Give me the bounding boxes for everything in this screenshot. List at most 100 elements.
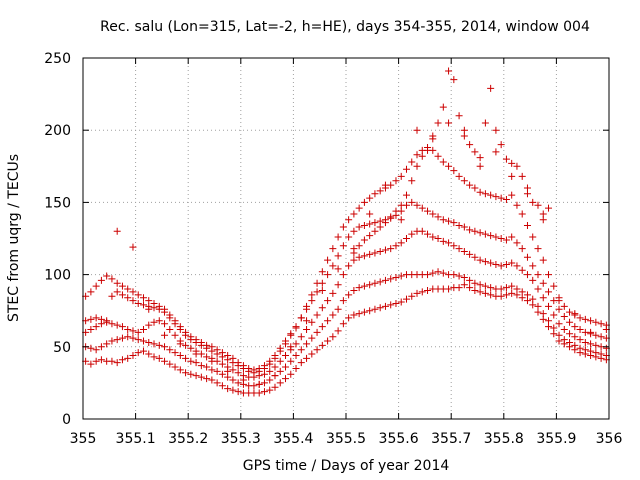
- data-point: [534, 245, 542, 253]
- data-point: [203, 363, 211, 371]
- data-point: [497, 194, 505, 202]
- data-point: [155, 317, 163, 325]
- data-point: [166, 346, 174, 354]
- data-point: [329, 311, 337, 319]
- data-point: [139, 325, 147, 333]
- data-point: [139, 301, 147, 309]
- data-point: [282, 340, 290, 348]
- data-point: [292, 364, 300, 372]
- data-point: [366, 232, 374, 240]
- data-point: [108, 292, 116, 300]
- data-point: [560, 312, 568, 320]
- data-point: [282, 351, 290, 359]
- data-point: [276, 347, 284, 355]
- data-point: [103, 272, 111, 280]
- data-point: [218, 382, 226, 390]
- data-point: [239, 376, 247, 384]
- data-point: [429, 210, 437, 218]
- data-point: [250, 382, 258, 390]
- data-point: [397, 239, 405, 247]
- data-point: [476, 188, 484, 196]
- data-point: [502, 291, 510, 299]
- y-tick-label: 200: [44, 123, 71, 139]
- x-tick-label: 355.6: [379, 431, 419, 447]
- data-point: [397, 298, 405, 306]
- data-point: [487, 191, 495, 199]
- data-point: [429, 233, 437, 241]
- data-point: [292, 324, 300, 332]
- data-point: [318, 304, 326, 312]
- data-point: [529, 233, 537, 241]
- data-point: [229, 376, 237, 384]
- data-point: [529, 295, 537, 303]
- data-point: [350, 311, 358, 319]
- x-tick-label: 355.3: [221, 431, 261, 447]
- data-point: [560, 302, 568, 310]
- data-point: [560, 325, 568, 333]
- data-point: [513, 162, 521, 170]
- data-point: [308, 291, 316, 299]
- data-point: [397, 201, 405, 209]
- data-point: [502, 196, 510, 204]
- data-point: [313, 346, 321, 354]
- data-point: [418, 204, 426, 212]
- data-point: [381, 246, 389, 254]
- data-point: [287, 331, 295, 339]
- data-point: [513, 285, 521, 293]
- data-point: [397, 272, 405, 280]
- data-point: [324, 271, 332, 279]
- data-point: [550, 324, 558, 332]
- data-point: [313, 311, 321, 319]
- data-point: [434, 213, 442, 221]
- data-point: [529, 262, 537, 270]
- data-point: [360, 308, 368, 316]
- data-point: [581, 346, 589, 354]
- data-point: [550, 282, 558, 290]
- data-point: [502, 260, 510, 268]
- data-point: [439, 158, 447, 166]
- data-point: [339, 297, 347, 305]
- data-point: [360, 252, 368, 260]
- data-point: [134, 328, 142, 336]
- data-point: [292, 351, 300, 359]
- data-point: [555, 305, 563, 313]
- data-point: [497, 292, 505, 300]
- data-point: [545, 271, 553, 279]
- data-point: [581, 315, 589, 323]
- data-point: [371, 227, 379, 235]
- data-point: [471, 286, 479, 294]
- data-point: [576, 314, 584, 322]
- data-point: [355, 310, 363, 318]
- data-point: [87, 288, 95, 296]
- data-point: [176, 340, 184, 348]
- data-point: [460, 177, 468, 185]
- y-tick-label: 50: [53, 340, 71, 356]
- y-tick-label: 250: [44, 51, 71, 67]
- data-point: [418, 288, 426, 296]
- data-point: [103, 340, 111, 348]
- data-point: [434, 152, 442, 160]
- data-point: [387, 275, 395, 283]
- data-point: [508, 233, 516, 241]
- data-point: [445, 217, 453, 225]
- data-point: [182, 369, 190, 377]
- data-point: [439, 269, 447, 277]
- data-point: [566, 338, 574, 346]
- data-point: [402, 235, 410, 242]
- data-point: [413, 126, 421, 134]
- data-point: [97, 320, 105, 328]
- data-point: [155, 354, 163, 362]
- data-point: [439, 216, 447, 224]
- x-tick-label: 355.1: [116, 431, 156, 447]
- data-point: [492, 233, 500, 241]
- data-point: [97, 276, 105, 284]
- data-point: [497, 285, 505, 293]
- data-point: [518, 266, 526, 274]
- data-point: [292, 340, 300, 348]
- data-point: [171, 331, 179, 339]
- data-point: [150, 304, 158, 312]
- data-point: [571, 323, 579, 331]
- data-point: [355, 242, 363, 250]
- data-point: [145, 305, 153, 313]
- data-point: [234, 388, 242, 396]
